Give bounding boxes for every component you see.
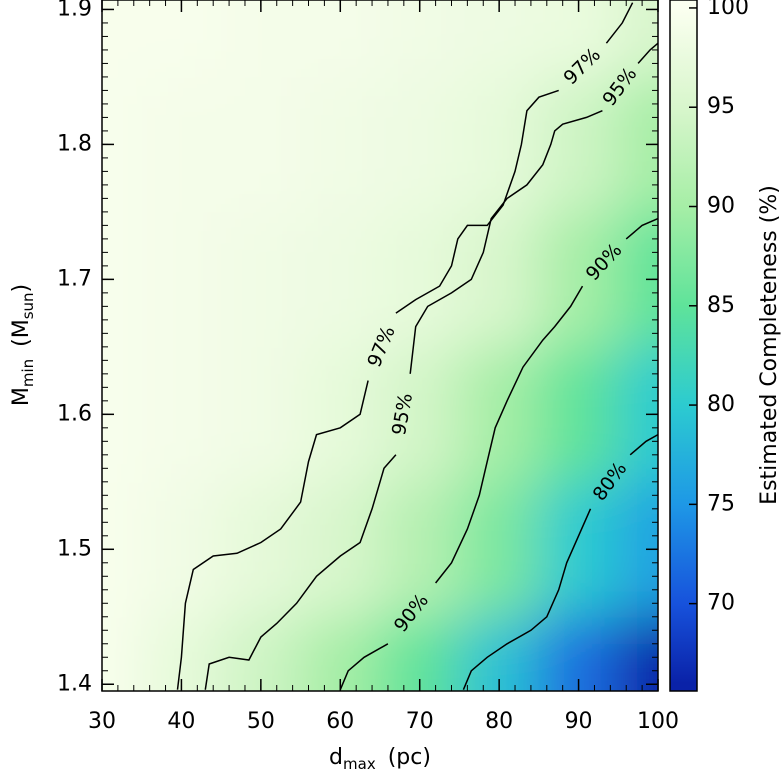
heat-cell [380, 616, 461, 691]
y-axis-label: Mmin (Msun) [9, 284, 37, 406]
colorbar-tick-label: 100 [707, 0, 749, 20]
colorbar-tick-label: 80 [707, 392, 735, 417]
colorbar [669, 0, 698, 692]
colorbar-label: Estimated Completeness (%) [757, 185, 782, 505]
heat-cell [141, 346, 223, 483]
heat-cell [141, 211, 223, 348]
heat-cell [538, 0, 620, 78]
axes: 30 40 50 60 70 80 90 100 1.4 1.5 1.6 1.7 1.8 1.9 [57, 0, 679, 734]
heat-cell [300, 616, 381, 691]
heat-cell [538, 76, 620, 213]
heat-cell [380, 346, 461, 483]
x-label-base: d [329, 745, 343, 770]
x-tick-label: 60 [326, 709, 354, 734]
heat-cell [221, 616, 302, 691]
heat-cell [380, 481, 461, 618]
heat-cell [618, 0, 658, 78]
heat-cell [380, 211, 461, 348]
y-tick-label: 1.5 [57, 536, 92, 561]
heat-cell [221, 76, 302, 213]
heat-cell [300, 0, 381, 78]
y-label-close: ) [9, 284, 34, 293]
y-tick-label: 1.7 [57, 266, 92, 291]
heat-cell [459, 616, 540, 691]
heat-cell [141, 0, 223, 78]
x-tick-label: 50 [247, 709, 275, 734]
y-label-unit-sub: sun [19, 292, 37, 319]
heat-cell [300, 481, 381, 618]
heat-cell [459, 346, 540, 483]
colorbar-tick-label: 75 [707, 491, 735, 516]
heat-cell [221, 0, 302, 78]
y-label-base: M [9, 387, 34, 406]
contour-line [462, 433, 659, 690]
heat-cell [300, 346, 381, 483]
contour-line [339, 217, 659, 690]
colorbar-tick-label: 95 [707, 94, 735, 119]
colorbar-tick-label: 85 [707, 293, 735, 318]
heat-cell [141, 481, 223, 618]
heat-cell [300, 211, 381, 348]
contour-line [176, 2, 634, 690]
heat-cell [380, 0, 461, 78]
heat-cell [300, 76, 381, 213]
y-tick-label: 1.9 [57, 0, 92, 21]
heat-cell [221, 481, 302, 618]
contour-line [204, 42, 659, 690]
x-tick-label: 30 [88, 709, 116, 734]
y-tick-label: 1.6 [57, 401, 92, 426]
y-label-unit: (M [9, 319, 34, 347]
heat-cell [459, 481, 540, 618]
heat-cell [102, 0, 143, 78]
heat-cell [459, 76, 540, 213]
colorbar-tick-label: 90 [707, 194, 735, 219]
x-tick-label: 70 [406, 709, 434, 734]
y-label-sub: min [19, 359, 37, 387]
heat-cell [221, 346, 302, 483]
heat-cell [459, 211, 540, 348]
heat-cell [141, 76, 223, 213]
heat-cell [380, 76, 461, 213]
heat-cell [102, 616, 143, 691]
heatmap [102, 0, 658, 691]
colorbar-tick-label: 70 [707, 591, 735, 616]
y-tick-label: 1.8 [57, 131, 92, 156]
heat-cell [459, 0, 540, 78]
x-tick-label: 40 [167, 709, 195, 734]
heat-cell [538, 616, 620, 691]
heat-cell [538, 346, 620, 483]
heat-cell [538, 481, 620, 618]
heat-cell [538, 211, 620, 348]
x-axis-label: dmax (pc) [329, 745, 431, 773]
x-tick-label: 100 [637, 709, 679, 734]
x-label-unit: (pc) [388, 745, 431, 770]
y-tick-label: 1.4 [57, 671, 92, 696]
plot-frame [101, 0, 659, 692]
heat-cell [618, 616, 658, 691]
heatmap-cells [102, 0, 658, 691]
x-tick-label: 80 [485, 709, 513, 734]
heat-cell [221, 211, 302, 348]
x-tick-label: 90 [565, 709, 593, 734]
x-label-sub: max [343, 755, 376, 773]
